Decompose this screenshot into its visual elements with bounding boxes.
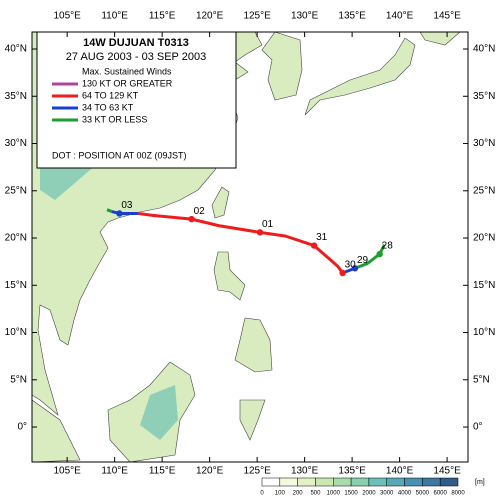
map-frame bbox=[31, 31, 469, 463]
x-tick-label: 120°E bbox=[196, 466, 224, 477]
y-tick-label: 40°N bbox=[5, 44, 27, 55]
x-tick-label: 130°E bbox=[291, 466, 319, 477]
position-label: 01 bbox=[262, 219, 274, 230]
y-tick-label: 10°N bbox=[473, 327, 495, 338]
x-tick-label: 135°E bbox=[338, 466, 366, 477]
colorbar-label: 5000 bbox=[416, 491, 430, 497]
legend-label: 34 TO 63 KT bbox=[82, 102, 134, 112]
y-tick-label: 25°N bbox=[473, 185, 495, 196]
position-dot bbox=[188, 215, 195, 223]
colorbar-step bbox=[315, 477, 334, 487]
position-dot bbox=[310, 242, 318, 249]
position-dot bbox=[256, 229, 264, 236]
legend-heading: Max. Sustained Winds bbox=[82, 66, 172, 76]
y-tick-label: 30°N bbox=[473, 138, 495, 149]
colorbar-label: 0 bbox=[260, 491, 264, 497]
x-tick-label: 115°E bbox=[149, 11, 176, 22]
x-tick-label: 140°E bbox=[386, 466, 414, 477]
position-dot bbox=[116, 210, 123, 217]
legend: 14W DUJUAN T0313 27 AUG 2003 - 03 SEP 20… bbox=[36, 31, 237, 169]
colorbar-label: 8000 bbox=[451, 491, 465, 497]
colorbar-unit: [m] bbox=[475, 479, 485, 486]
x-tick-label: 145°E bbox=[433, 466, 461, 477]
y-tick-label: 0° bbox=[17, 422, 27, 433]
x-tick-label: 115°E bbox=[149, 466, 176, 477]
x-tick-label: 105°E bbox=[53, 11, 81, 22]
x-tick-label: 110°E bbox=[101, 466, 128, 477]
y-tick-label: 35°N bbox=[5, 91, 27, 102]
colorbar-step bbox=[368, 477, 387, 487]
title: 14W DUJUAN T0313 bbox=[83, 37, 189, 49]
y-tick-label: 20°N bbox=[473, 233, 495, 244]
colorbar-label: 1000 bbox=[327, 491, 341, 497]
colorbar-step bbox=[386, 477, 405, 487]
colorbar-step bbox=[279, 477, 298, 487]
x-tick-label: 140°E bbox=[386, 11, 414, 22]
colorbar-step bbox=[404, 477, 423, 487]
position-label: 31 bbox=[316, 232, 328, 243]
position-label: 29 bbox=[357, 255, 369, 266]
y-tick-label: 0° bbox=[473, 422, 483, 433]
legend-label: 64 TO 129 KT bbox=[82, 90, 139, 100]
x-tick-label: 105°E bbox=[53, 466, 81, 477]
y-tick-label: 5°N bbox=[10, 374, 27, 385]
track-segment bbox=[106, 208, 113, 213]
colorbar-label: 1500 bbox=[344, 491, 358, 497]
y-tick-label: 35°N bbox=[473, 91, 495, 102]
colorbar-step bbox=[261, 477, 281, 487]
x-tick-label: 125°E bbox=[243, 11, 271, 22]
y-tick-label: 15°N bbox=[5, 280, 27, 291]
x-tick-label: 145°E bbox=[433, 11, 461, 22]
position-dot bbox=[339, 269, 346, 277]
colorbar-label: 2000 bbox=[362, 491, 376, 497]
x-tick-label: 110°E bbox=[101, 11, 128, 22]
y-tick-label: 15°N bbox=[473, 280, 495, 291]
subtitle: 27 AUG 2003 - 03 SEP 2003 bbox=[66, 51, 206, 63]
x-tick-label: 130°E bbox=[291, 11, 319, 22]
y-tick-label: 30°N bbox=[5, 138, 27, 149]
colorbar-label: 500 bbox=[310, 491, 321, 497]
x-tick-label: 120°E bbox=[196, 11, 224, 22]
legend-label: 130 KT OR GREATER bbox=[82, 78, 173, 88]
position-dot bbox=[376, 250, 383, 258]
position-dot bbox=[351, 265, 359, 272]
colorbar-step bbox=[439, 477, 459, 487]
colorbar-step bbox=[350, 477, 370, 487]
x-tick-label: 135°E bbox=[338, 11, 366, 22]
track-segment bbox=[354, 243, 386, 270]
colorbar-label: 200 bbox=[293, 491, 304, 497]
x-tick-label: 125°E bbox=[243, 466, 271, 477]
colorbar-step bbox=[297, 477, 316, 487]
y-tick-label: 20°N bbox=[5, 233, 27, 244]
y-tick-label: 25°N bbox=[5, 185, 27, 196]
legend-box bbox=[36, 31, 237, 169]
position-label: 03 bbox=[121, 200, 133, 211]
position-label: 30 bbox=[345, 260, 357, 271]
y-tick-label: 40°N bbox=[473, 44, 495, 55]
colorbar-label: 100 bbox=[275, 491, 286, 497]
colorbar-label: 4000 bbox=[398, 491, 412, 497]
colorbar-step bbox=[422, 477, 441, 487]
colorbar-label: 3000 bbox=[380, 491, 394, 497]
legend-label: 33 KT OR LESS bbox=[82, 114, 147, 124]
position-label: 28 bbox=[382, 241, 394, 252]
y-tick-label: 5°N bbox=[473, 374, 490, 385]
position-label: 02 bbox=[194, 206, 206, 217]
legend-note: DOT : POSITION AT 00Z (09JST) bbox=[52, 150, 187, 160]
y-tick-label: 10°N bbox=[5, 327, 27, 338]
colorbar-step bbox=[333, 477, 352, 487]
colorbar-label: 6000 bbox=[434, 491, 448, 497]
